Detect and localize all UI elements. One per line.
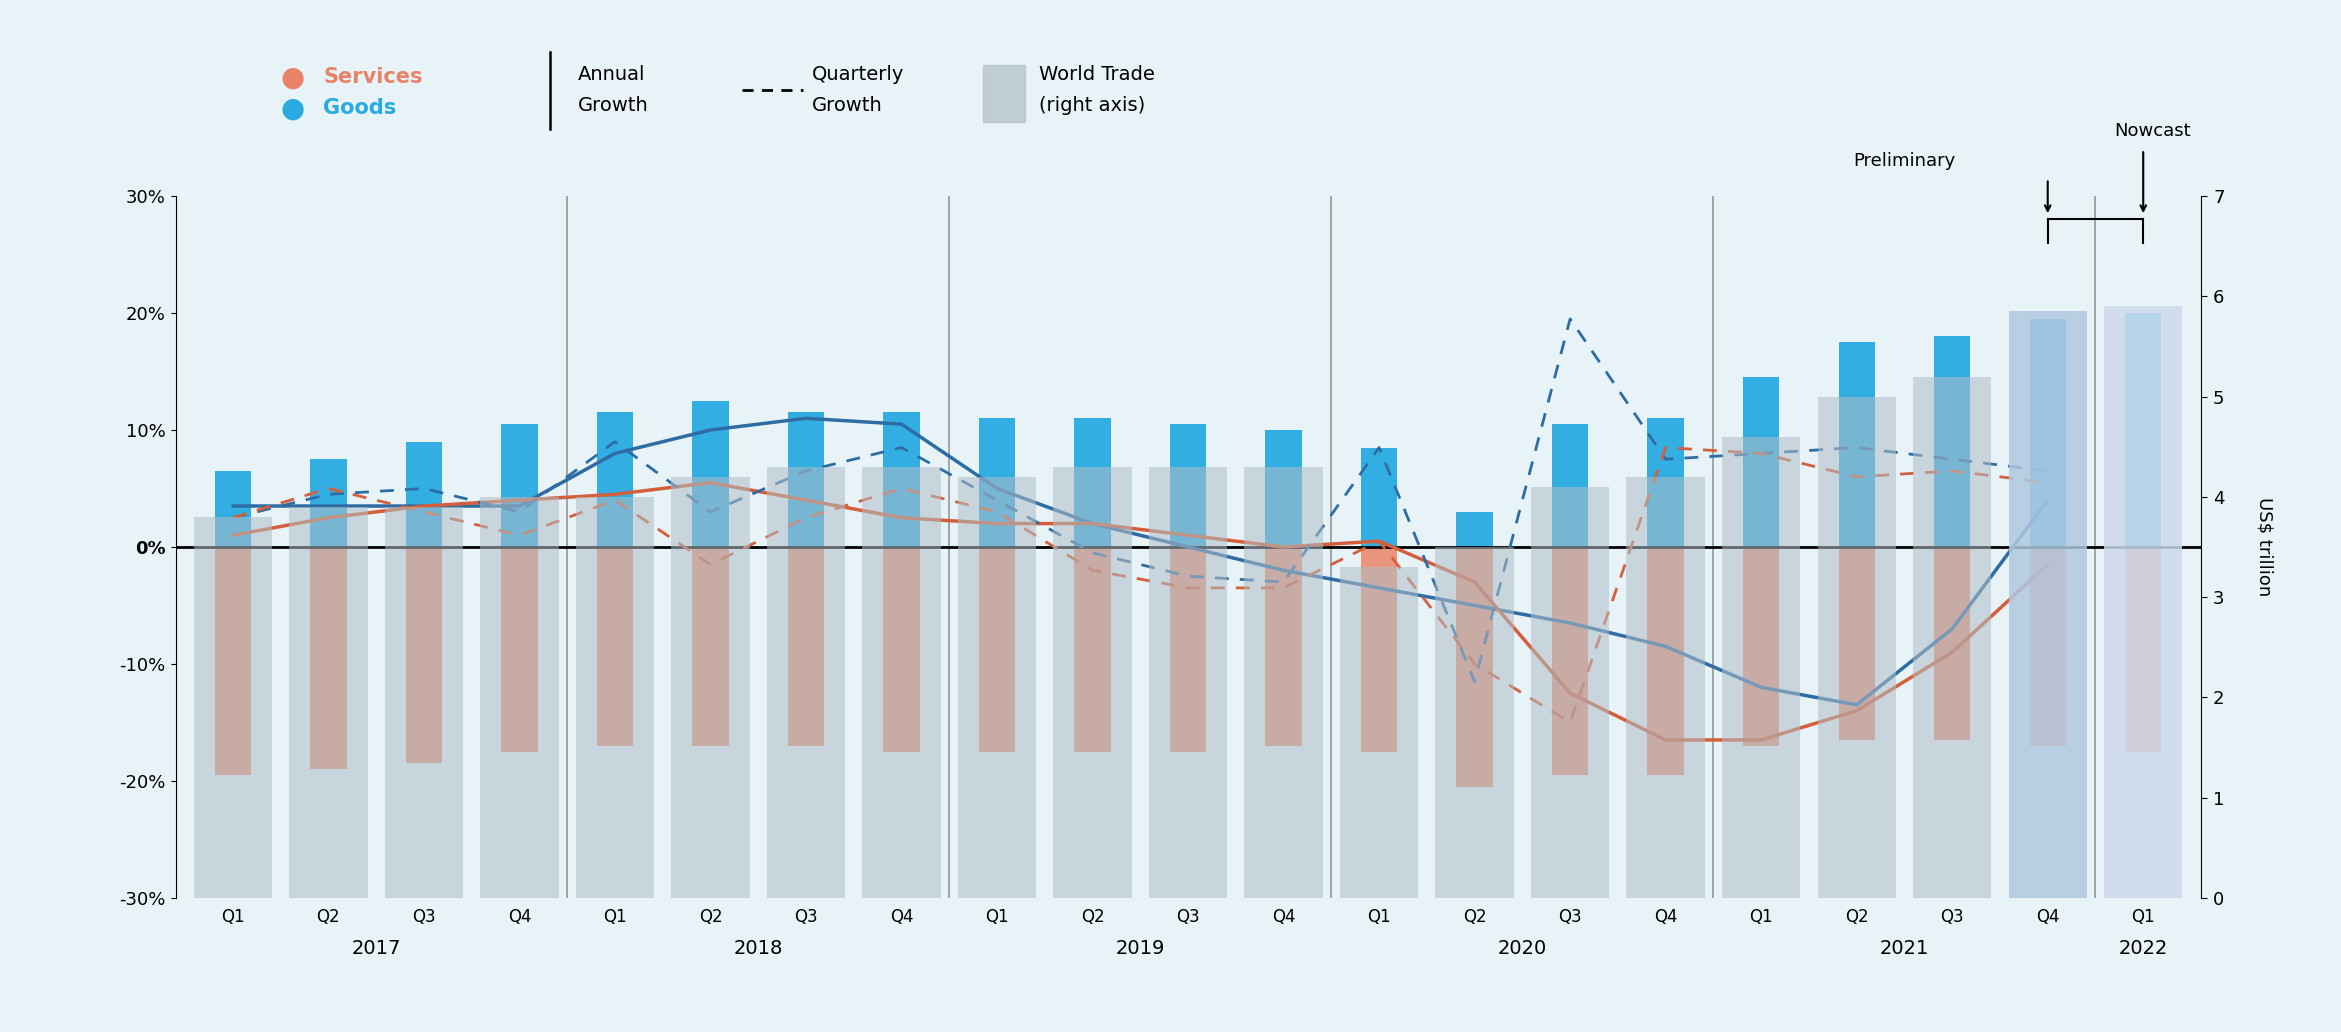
Bar [1075, 418, 1110, 547]
Text: Annual: Annual [578, 65, 646, 84]
Bar [215, 547, 250, 775]
Bar [1817, 396, 1896, 898]
Text: 2022: 2022 [2119, 939, 2168, 958]
Bar [1913, 377, 1992, 898]
Bar [1149, 466, 1227, 898]
Bar [215, 471, 250, 547]
Bar [1245, 466, 1323, 898]
Bar [576, 496, 653, 898]
Text: ●: ● [281, 63, 304, 92]
Bar [1648, 418, 1683, 547]
Bar [789, 413, 824, 547]
Text: Goods: Goods [323, 98, 396, 119]
Bar [2030, 319, 2065, 547]
Bar [384, 507, 464, 898]
Text: (right axis): (right axis) [1039, 96, 1145, 115]
Text: Growth: Growth [812, 96, 883, 115]
Bar [1934, 336, 1971, 547]
Bar [2030, 547, 2065, 746]
Bar [1075, 547, 1110, 751]
Bar [1360, 448, 1398, 547]
Bar [1648, 547, 1683, 775]
Bar [194, 517, 272, 898]
Bar [405, 442, 442, 547]
Bar [1456, 547, 1494, 786]
Bar [957, 477, 1037, 898]
Bar [1744, 378, 1779, 547]
Bar [1435, 547, 1515, 898]
Bar [501, 547, 538, 751]
Bar [311, 459, 346, 547]
Bar [1531, 487, 1608, 898]
Bar [789, 547, 824, 746]
Text: ●: ● [281, 94, 304, 123]
Bar [979, 418, 1016, 547]
Bar [1744, 547, 1779, 746]
Bar [979, 547, 1016, 751]
Bar [2009, 312, 2086, 898]
Text: 2017: 2017 [351, 939, 400, 958]
Text: Nowcast: Nowcast [2114, 122, 2191, 140]
Text: Growth: Growth [578, 96, 648, 115]
Bar [1266, 547, 1302, 746]
Bar [1266, 430, 1302, 547]
Text: World Trade: World Trade [1039, 65, 1154, 84]
Bar [480, 496, 559, 898]
Bar [1838, 547, 1875, 740]
Text: Quarterly: Quarterly [812, 65, 904, 84]
Bar [2126, 547, 2161, 751]
Bar [1360, 547, 1398, 751]
Bar [1339, 567, 1419, 898]
Bar [2105, 307, 2182, 898]
Y-axis label: US$ trillion: US$ trillion [2254, 497, 2273, 596]
Bar [1552, 424, 1587, 547]
Text: 2018: 2018 [733, 939, 782, 958]
Text: 2021: 2021 [1880, 939, 1929, 958]
Text: Preliminary: Preliminary [1854, 153, 1955, 170]
Bar [597, 413, 632, 547]
Bar [597, 547, 632, 746]
Bar [672, 477, 749, 898]
Bar [1723, 437, 1800, 898]
Bar [1838, 343, 1875, 547]
Bar [768, 466, 845, 898]
Bar [405, 547, 442, 764]
Bar [1627, 477, 1704, 898]
Bar [1552, 547, 1587, 775]
Bar [883, 413, 920, 547]
Bar [1170, 424, 1206, 547]
Bar [693, 547, 728, 746]
Bar [501, 424, 538, 547]
Bar [861, 466, 941, 898]
Text: 2020: 2020 [1498, 939, 1547, 958]
Text: 2019: 2019 [1117, 939, 1166, 958]
Bar [1053, 466, 1131, 898]
Bar [311, 547, 346, 769]
Bar [1170, 547, 1206, 751]
Bar [883, 547, 920, 751]
Bar [1456, 512, 1494, 547]
Bar [2126, 313, 2161, 547]
Text: Services: Services [323, 67, 424, 88]
Bar [693, 400, 728, 547]
Bar [290, 507, 368, 898]
Bar [1934, 547, 1971, 740]
